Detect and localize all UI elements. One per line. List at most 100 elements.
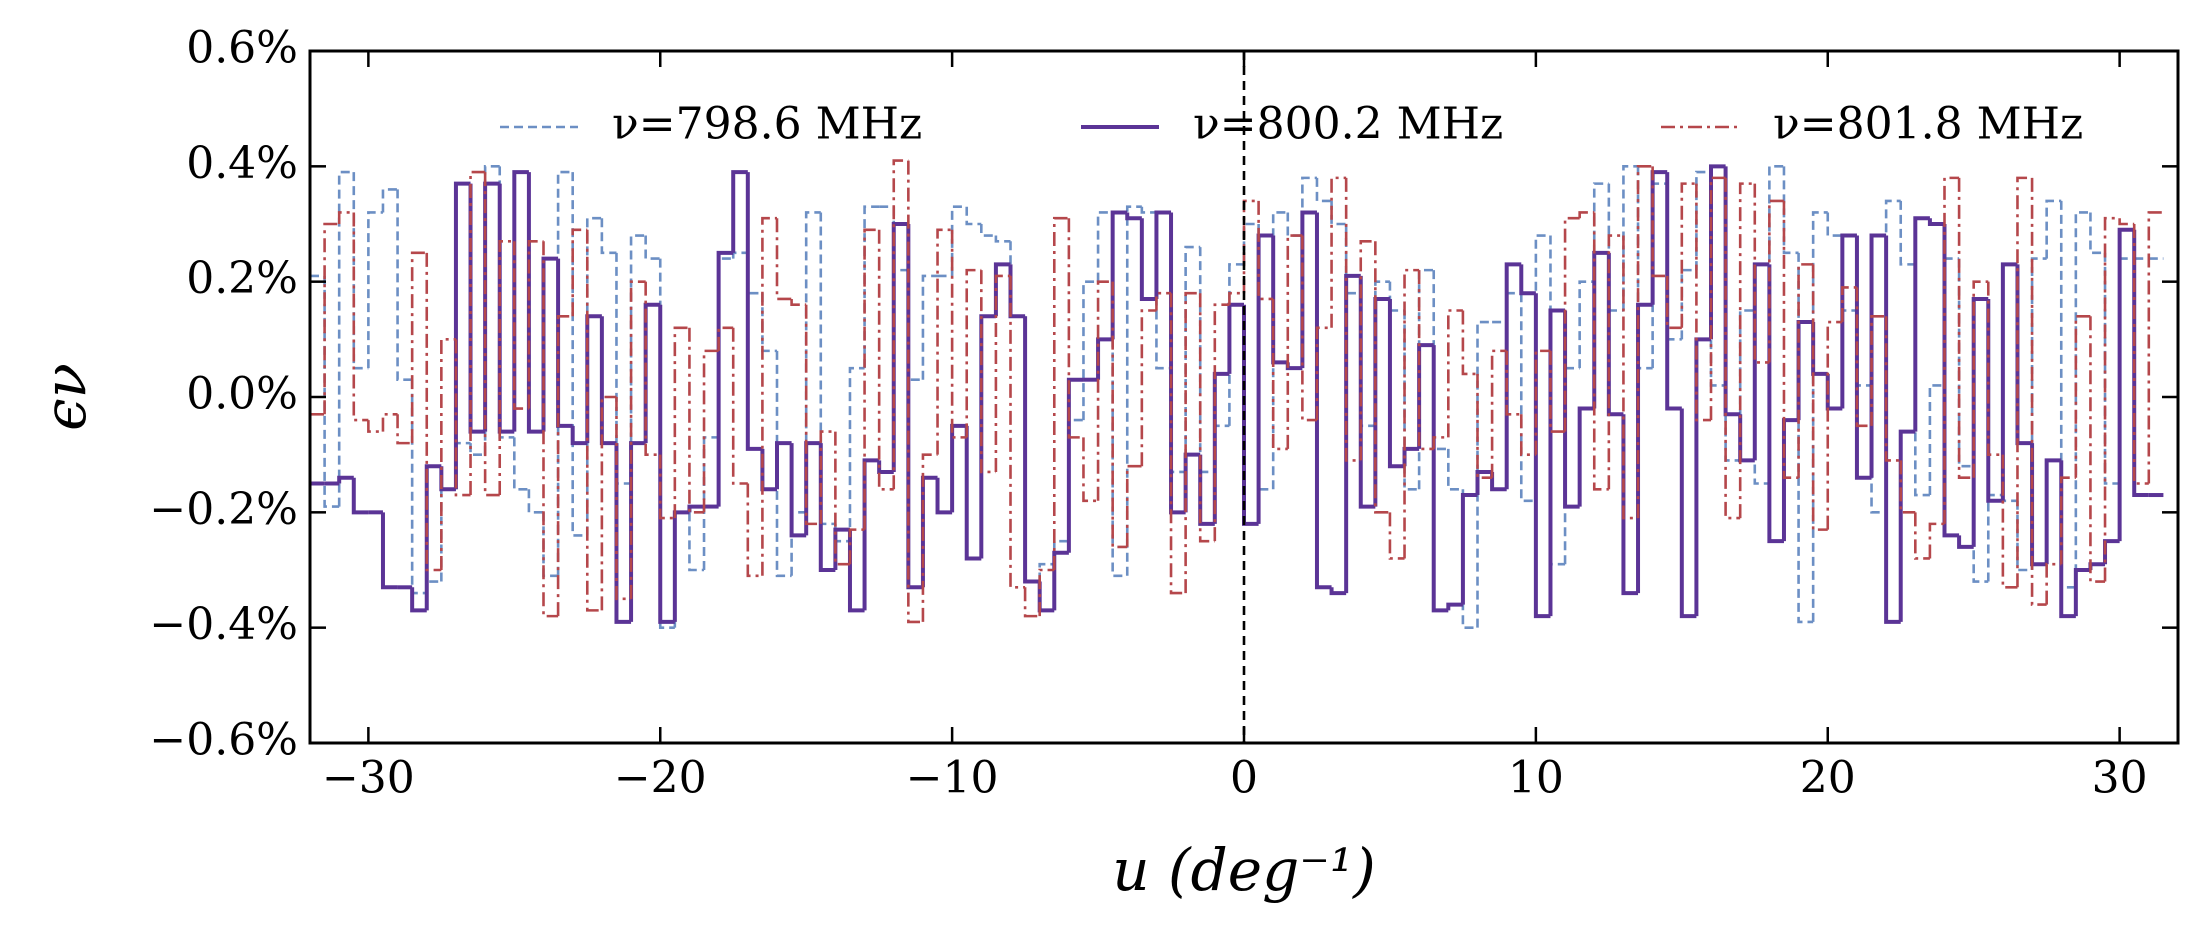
step-segment <box>746 252 763 295</box>
step-segment <box>585 229 602 612</box>
step-segment <box>1460 493 1478 605</box>
step-segment <box>556 170 573 576</box>
step-segment <box>673 511 690 628</box>
step-segment <box>1023 587 1040 618</box>
step-segment <box>1242 199 1259 294</box>
step-segment <box>1549 350 1566 433</box>
step-segment <box>629 234 646 484</box>
step-segment <box>1461 310 1478 376</box>
step-segment <box>1447 309 1463 438</box>
step-segment <box>1388 512 1405 560</box>
step-segment <box>789 443 807 538</box>
step-segment <box>1606 252 1624 417</box>
step-segment <box>1271 235 1288 365</box>
step-segment <box>1695 183 1711 422</box>
step-segment <box>1242 222 1259 265</box>
step-segment <box>2132 224 2149 485</box>
step-segment <box>1286 234 1303 449</box>
step-segment <box>643 302 661 444</box>
step-segment <box>1943 257 1960 386</box>
step-segment <box>571 228 588 317</box>
step-segment <box>745 172 763 451</box>
step-segment <box>556 314 573 617</box>
step-segment <box>1476 373 1493 480</box>
step-segment <box>1300 210 1317 369</box>
step-segment <box>848 366 865 542</box>
step-segment <box>1534 234 1551 501</box>
step-segment <box>1636 166 1653 370</box>
step-segment <box>2103 216 2120 582</box>
step-segment <box>526 172 544 434</box>
step-segment <box>1140 309 1157 467</box>
x-tick-label: −10 <box>906 753 999 804</box>
step-segment <box>1155 212 1172 370</box>
step-segment <box>1198 454 1215 526</box>
step-segment <box>556 258 573 428</box>
step-segment <box>1447 448 1463 491</box>
step-segment <box>615 252 632 485</box>
step-segment <box>323 222 340 415</box>
step-segment <box>804 441 821 536</box>
step-segment <box>1402 446 1420 467</box>
step-segment <box>1344 273 1361 594</box>
step-segment <box>1986 298 2003 503</box>
step-segment <box>2059 460 2076 619</box>
step-segment <box>1811 211 1828 622</box>
step-segment <box>1140 206 1157 214</box>
step-segment <box>1212 371 1230 524</box>
step-segment <box>2045 562 2062 605</box>
step-segment <box>1563 216 1580 432</box>
step-segment <box>1650 170 1668 305</box>
step-segment <box>833 527 850 570</box>
step-segment <box>1957 177 1974 480</box>
step-segment <box>1009 275 1026 589</box>
step-segment <box>1592 182 1609 282</box>
step-segment <box>2088 562 2106 570</box>
step-segment <box>1096 280 1113 501</box>
step-segment <box>1330 200 1347 226</box>
step-segment <box>440 487 456 582</box>
y-axis-label: ϵν <box>31 363 99 431</box>
step-segment <box>2118 257 2135 484</box>
y-tick-label: 0.4% <box>186 138 298 189</box>
step-segment <box>1505 291 1522 323</box>
plot-area: −30 −20 −10 0 10 20 30 −0.6% −0.4% −0.2% 0.0% 0.2% 0… <box>149 23 2180 804</box>
step-segment <box>1198 293 1215 543</box>
step-segment <box>1898 429 1916 622</box>
step-segment <box>469 443 486 456</box>
step-segment <box>1665 172 1682 411</box>
step-segment <box>1651 166 1668 278</box>
step-segment <box>1431 345 1449 613</box>
step-segment <box>1723 166 1741 417</box>
step-segment <box>483 165 500 455</box>
step-segment <box>1096 211 1113 282</box>
step-segment <box>1374 241 1390 514</box>
step-segment <box>425 580 442 594</box>
step-segment <box>1198 247 1215 474</box>
step-segment <box>424 464 442 611</box>
step-segment <box>1519 293 1536 503</box>
step-segment <box>513 241 529 410</box>
step-segment <box>1826 212 1843 237</box>
step-segment <box>1256 233 1274 524</box>
step-segment <box>907 270 923 381</box>
step-segment <box>862 458 880 611</box>
step-segment <box>2073 568 2091 617</box>
step-segment <box>1914 264 1930 497</box>
step-segment <box>688 327 705 514</box>
step-segment <box>1213 424 1230 472</box>
step-segment <box>1592 250 1609 409</box>
step-segment <box>1841 286 1857 323</box>
step-segment <box>658 258 675 629</box>
step-segment <box>1855 287 1872 428</box>
step-segment <box>1914 512 1930 560</box>
step-segment <box>1490 471 1507 492</box>
step-segment <box>396 189 413 381</box>
step-segment <box>936 228 953 455</box>
step-segment <box>1899 200 1916 266</box>
step-segment <box>1082 280 1099 421</box>
step-segment <box>542 241 559 618</box>
step-segment <box>1928 384 1945 496</box>
step-segment <box>950 423 967 513</box>
step-segment <box>1767 264 1784 544</box>
